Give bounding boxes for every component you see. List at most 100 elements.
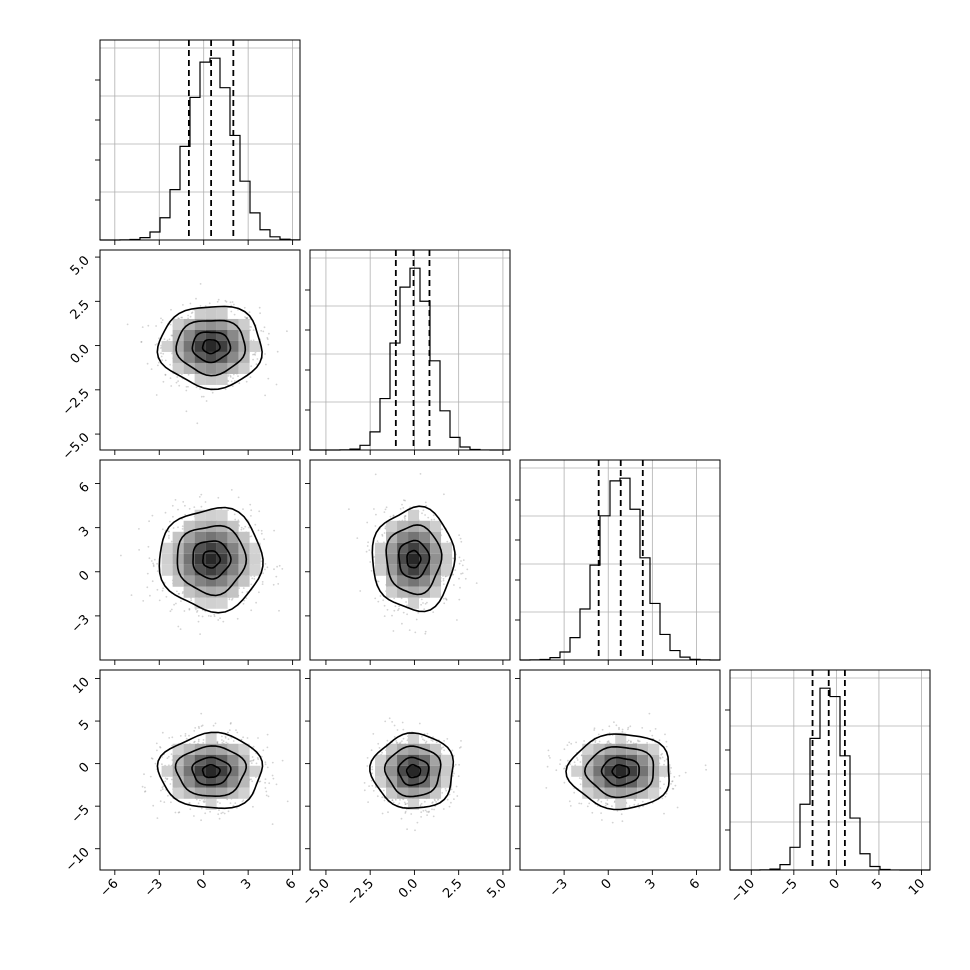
scatter-point-0-1-261 xyxy=(231,301,234,303)
density-cell-2-3-2-0 xyxy=(637,765,649,777)
scatter-point-0-1-209 xyxy=(253,353,256,356)
scatter-point-1-2-453 xyxy=(397,609,399,612)
scatter-point-1-3-158 xyxy=(399,741,402,744)
scatter-point-1-3-66 xyxy=(456,795,459,797)
scatter-point-0-1-308 xyxy=(216,300,219,303)
scatter-point-0-3-772 xyxy=(159,746,162,749)
scatter-point-0-2-349 xyxy=(219,617,221,620)
scatter-point-0-1-714 xyxy=(164,373,167,376)
scatter-point-1-3-632 xyxy=(381,812,384,815)
density-cell-0-1--2-0 xyxy=(183,340,195,352)
scatter-point-0-1-822 xyxy=(163,338,166,340)
scatter-point-2-3-587 xyxy=(629,725,632,728)
scatter-point-0-3-571 xyxy=(227,738,230,741)
scatter-point-1-3-104 xyxy=(370,749,373,752)
scatter-point-0-2-295 xyxy=(184,504,186,507)
scatter-point-0-1-531 xyxy=(267,377,270,380)
density-cell-1-2--2-0 xyxy=(386,553,398,565)
density-cell-0-1--1-3 xyxy=(194,373,206,385)
scatter-point-0-3-775 xyxy=(236,807,238,809)
density-cell-2-3--3--2 xyxy=(582,743,594,755)
scatter-point-1-2-613 xyxy=(406,604,408,607)
scatter-point-0-1-788 xyxy=(166,339,169,342)
scatter-point-1-3-664 xyxy=(443,740,445,742)
density-cell-0-3--2-2 xyxy=(183,787,195,799)
diag-panel-3 xyxy=(725,669,931,875)
scatter-point-1-3-345 xyxy=(457,775,460,778)
scatter-point-1-2-187 xyxy=(453,584,455,586)
scatter-point-0-3-801 xyxy=(163,801,166,803)
scatter-point-0-3-145 xyxy=(170,753,173,756)
scatter-point-0-3-384 xyxy=(259,780,262,783)
scatter-point-0-3-716 xyxy=(166,777,169,780)
scatter-point-1-3-615 xyxy=(394,799,397,801)
scatter-point-0-3-875 xyxy=(262,749,265,752)
density-1-3 xyxy=(375,732,453,810)
density-cell-1-2-0-4 xyxy=(408,597,420,609)
scatter-point-0-3-120 xyxy=(201,724,204,727)
scatter-point-1-2-682 xyxy=(402,507,405,509)
scatter-point-0-2-192 xyxy=(168,534,170,537)
scatter-point-2-3-673 xyxy=(678,774,681,777)
scatter-point-1-3-661 xyxy=(399,799,401,801)
scatter-point-2-3-791 xyxy=(563,748,566,751)
scatter-point-1-2-839 xyxy=(384,525,387,528)
scatter-point-1-3-290 xyxy=(433,808,435,811)
density-cell-0-2-0-2 xyxy=(205,575,217,587)
scatter-point-0-2-824 xyxy=(243,599,246,602)
scatter-point-0-3-372 xyxy=(228,729,231,731)
scatter-point-1-2-99 xyxy=(442,577,445,580)
scatter-point-0-1-451 xyxy=(268,332,270,335)
y-ticklabel-1-1: −2.5 xyxy=(60,386,93,419)
density-cell-0-2--1-4 xyxy=(194,597,206,609)
scatter-point-0-3-683 xyxy=(257,758,260,761)
scatter-point-1-3-870 xyxy=(396,741,399,744)
scatter-point-1-3-628 xyxy=(371,766,374,768)
density-cell-0-2-3--2 xyxy=(238,531,250,543)
scatter-point-1-2-608 xyxy=(370,569,373,572)
scatter-point-0-1-287 xyxy=(233,303,235,306)
pair-content-0-2 xyxy=(120,489,284,635)
scatter-point-2-3-92 xyxy=(659,787,662,790)
scatter-point-0-3-515 xyxy=(260,755,263,758)
y-ticklabel-1-2: 0.0 xyxy=(68,342,93,367)
density-cell-0-3-2-1 xyxy=(227,776,239,788)
scatter-point-0-3-865 xyxy=(189,808,192,811)
scatter-point-0-2-131 xyxy=(169,520,171,523)
scatter-point-2-3-759 xyxy=(597,798,600,801)
density-cell-0-2--3--2 xyxy=(172,531,184,543)
scatter-point-0-3-516 xyxy=(154,762,157,765)
density-cell-0-2--4--1 xyxy=(161,542,173,554)
scatter-point-2-3-465 xyxy=(611,805,613,808)
scatter-point-1-3-706 xyxy=(423,800,426,803)
scatter-point-2-3-299 xyxy=(559,763,561,765)
scatter-point-0-3-883 xyxy=(160,789,162,792)
scatter-point-0-3-689 xyxy=(217,813,220,816)
scatter-point-2-3-204 xyxy=(659,780,662,783)
scatter-point-0-3-439 xyxy=(232,740,235,742)
density-cell-1-2-0-1 xyxy=(408,564,420,576)
scatter-point-0-1-866 xyxy=(187,314,189,317)
scatter-point-1-2-161 xyxy=(446,540,449,543)
scatter-point-1-3-238 xyxy=(422,738,424,741)
scatter-point-0-2-593 xyxy=(257,529,260,532)
scatter-point-2-3-809 xyxy=(578,802,581,805)
density-cell-0-1--3--1 xyxy=(172,329,184,341)
scatter-point-0-2-154 xyxy=(177,625,180,628)
density-cell-0-1-0-0 xyxy=(205,340,217,352)
scatter-point-2-3-370 xyxy=(568,800,571,803)
scatter-point-0-1-776 xyxy=(180,316,183,319)
scatter-point-2-3-303 xyxy=(627,726,630,729)
scatter-point-2-3-364 xyxy=(670,767,672,769)
scatter-point-0-1-53 xyxy=(160,321,163,324)
density-cell-1-3-0--3 xyxy=(408,732,420,744)
density-cell-0-3-2--2 xyxy=(227,743,239,755)
scatter-point-1-2-704 xyxy=(374,525,377,527)
density-cell-1-3--1-2 xyxy=(397,787,409,799)
scatter-point-0-3-721 xyxy=(236,731,239,734)
scatter-point-1-2-480 xyxy=(419,473,422,475)
scatter-point-1-2-299 xyxy=(452,557,455,560)
scatter-point-2-3-535 xyxy=(606,803,609,806)
scatter-point-1-3-247 xyxy=(396,729,399,731)
scatter-point-2-3-203 xyxy=(660,753,663,756)
